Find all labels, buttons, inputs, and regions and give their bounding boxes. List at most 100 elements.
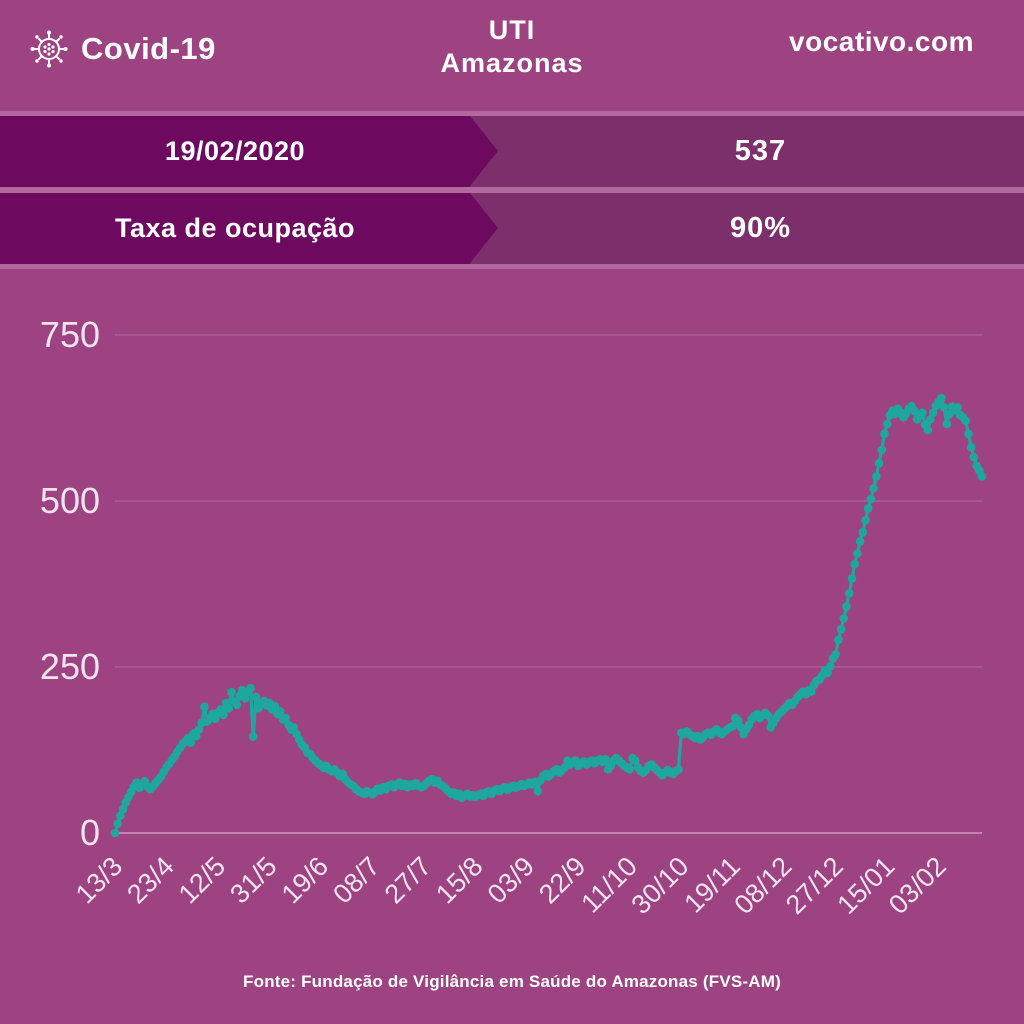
- data-point: [961, 416, 970, 426]
- y-tick-label: 250: [40, 646, 100, 687]
- page-title: UTI Amazonas: [0, 14, 1024, 80]
- data-point: [863, 504, 873, 513]
- data-point: [192, 731, 201, 741]
- data-point: [861, 516, 870, 525]
- data-point: [240, 693, 250, 703]
- x-tick-label: 15/8: [430, 851, 488, 909]
- data-point: [674, 765, 683, 774]
- date-banner-row: 19/02/2020 537: [0, 116, 1024, 187]
- data-point: [858, 527, 868, 537]
- date-label: 19/02/2020: [164, 136, 306, 166]
- banner-arrow-icon: [470, 193, 498, 263]
- x-tick-label: 03/02: [883, 851, 952, 920]
- data-point: [937, 393, 946, 403]
- data-point: [842, 602, 851, 611]
- data-points: [110, 393, 987, 838]
- data-point: [969, 452, 979, 462]
- data-point: [880, 429, 889, 439]
- data-point: [918, 408, 927, 418]
- data-point: [966, 442, 976, 452]
- separator-stripe: [0, 111, 1024, 116]
- data-point: [855, 537, 865, 546]
- data-point: [834, 635, 843, 645]
- separator-stripe: [0, 187, 1024, 193]
- data-point: [251, 692, 261, 702]
- covid19-brand: Covid-19: [26, 26, 216, 72]
- data-point: [964, 429, 973, 439]
- occupancy-rate-value: 90%: [729, 212, 792, 244]
- banner-arrow-icon: [470, 116, 498, 186]
- data-point: [882, 419, 892, 429]
- data-point: [939, 403, 949, 412]
- x-tick-label: 27/7: [379, 851, 437, 909]
- x-tick-label: 27/12: [780, 851, 849, 920]
- data-point: [224, 703, 234, 713]
- data-point: [630, 756, 640, 765]
- grid-lines: [115, 334, 982, 834]
- data-point: [853, 549, 862, 558]
- data-point: [953, 403, 962, 412]
- y-axis-labels: 0 250 500 750: [40, 314, 100, 853]
- occupancy-banner-label-box: Taxa de ocupação: [0, 193, 470, 264]
- source-credit: Fonte: Fundação de Vigilância em Saúde d…: [243, 972, 781, 991]
- data-point: [928, 408, 938, 418]
- x-tick-label: 08/12: [728, 851, 797, 920]
- data-point: [831, 650, 840, 659]
- x-tick-label: 15/01: [831, 851, 900, 920]
- data-point: [227, 687, 236, 697]
- brand-label: Covid-19: [81, 31, 216, 66]
- x-axis-labels: 13/323/412/531/519/608/727/715/803/922/9…: [70, 851, 952, 920]
- data-point: [847, 574, 857, 583]
- data-point: [625, 765, 635, 774]
- x-tick-label: 11/10: [575, 851, 643, 919]
- data-point: [733, 716, 743, 726]
- data-point: [246, 683, 255, 693]
- y-tick-label: 500: [40, 480, 100, 521]
- data-point: [281, 713, 291, 723]
- x-tick-label: 13/3: [70, 851, 128, 909]
- x-tick-label: 23/4: [121, 851, 179, 909]
- data-point: [118, 804, 128, 814]
- virus-icon: [26, 26, 72, 72]
- x-tick-label: 19/6: [276, 851, 334, 909]
- data-point: [836, 624, 846, 634]
- y-tick-label: 0: [80, 812, 100, 853]
- data-point: [823, 668, 832, 678]
- data-point: [763, 711, 773, 720]
- data-point: [116, 811, 125, 820]
- data-point: [866, 494, 876, 504]
- separator-stripe: [0, 264, 1024, 269]
- title-line1: UTI: [488, 15, 536, 45]
- x-tick-label: 03/9: [482, 851, 540, 909]
- data-point: [977, 472, 987, 481]
- title-line2: Amazonas: [440, 48, 584, 78]
- x-tick-label: 31/5: [224, 851, 282, 909]
- data-point: [942, 419, 952, 429]
- data-point: [113, 819, 122, 828]
- data-point: [877, 445, 887, 455]
- date-banner-label-box: 19/02/2020: [0, 116, 470, 187]
- data-point: [844, 589, 854, 598]
- data-point: [872, 472, 881, 481]
- occupancy-banner-row: Taxa de ocupação 90%: [0, 193, 1024, 264]
- x-tick-label: 08/7: [327, 851, 385, 909]
- occupied-beds-value: 537: [734, 135, 787, 167]
- data-point: [839, 614, 849, 623]
- occupancy-label: Taxa de ocupação: [114, 213, 356, 243]
- data-point: [601, 755, 610, 764]
- data-point: [110, 828, 120, 838]
- data-point: [232, 700, 242, 710]
- data-point: [194, 725, 204, 734]
- data-point: [869, 484, 878, 493]
- data-point: [807, 687, 816, 696]
- summary-banners: 19/02/2020 537 Taxa de ocupação 90%: [0, 111, 1024, 269]
- data-point: [826, 662, 835, 671]
- data-point: [728, 721, 737, 731]
- data-point: [850, 559, 859, 569]
- data-point: [289, 723, 299, 732]
- x-tick-label: 19/11: [678, 851, 746, 919]
- x-tick-label: 12/5: [173, 851, 231, 909]
- header: Covid-19 UTI Amazonas vocativo.com: [0, 0, 1024, 111]
- data-point: [219, 710, 228, 720]
